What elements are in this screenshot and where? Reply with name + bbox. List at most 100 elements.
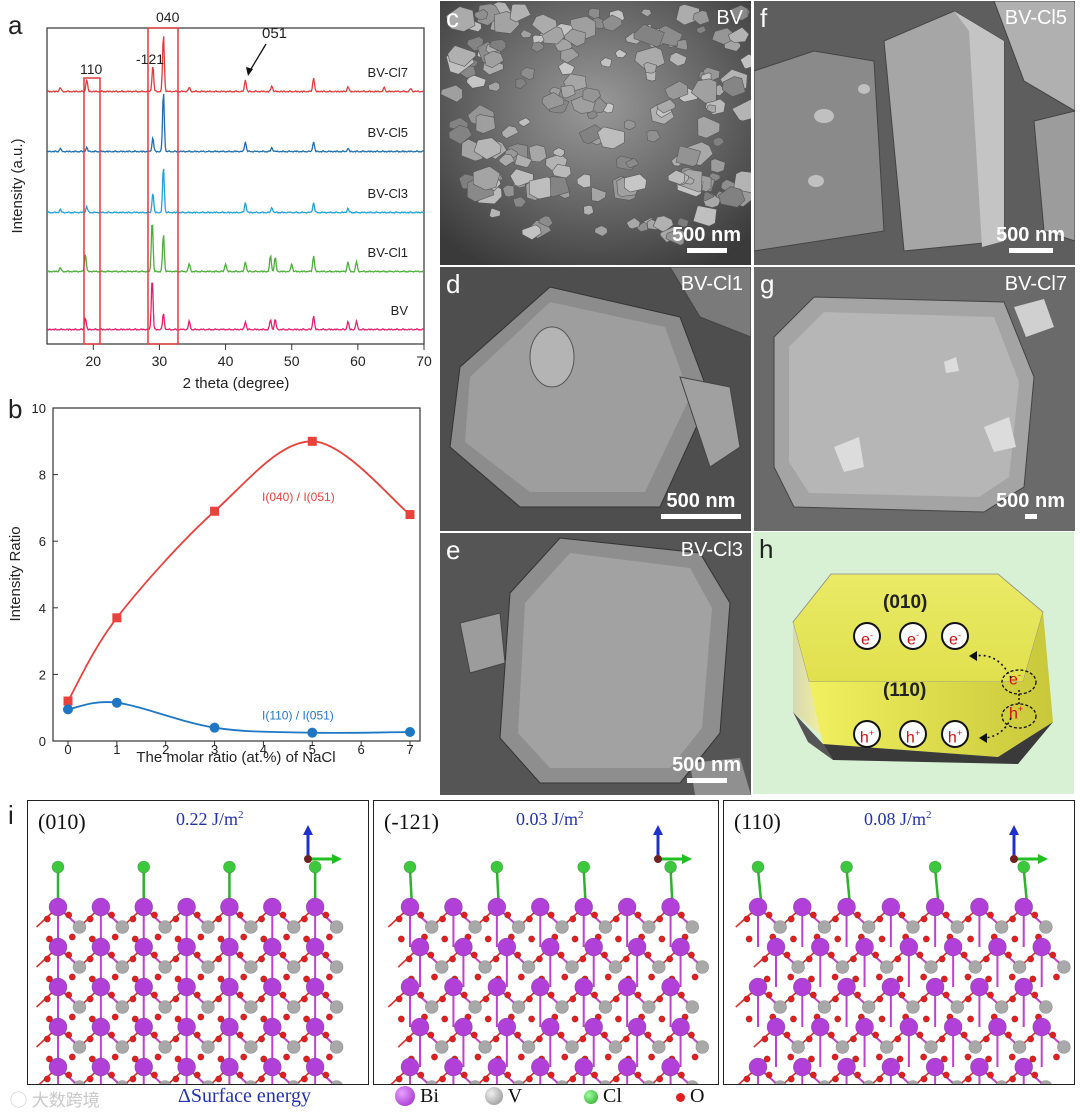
o-atom xyxy=(601,1031,609,1039)
o-atom xyxy=(279,911,287,919)
bi-atom xyxy=(48,937,68,957)
o-atom xyxy=(1009,995,1017,1003)
o-atom xyxy=(283,1053,291,1061)
sem-grain xyxy=(475,114,496,134)
ratio-point-110 xyxy=(307,727,318,738)
o-atom xyxy=(894,955,902,963)
sem-grain xyxy=(669,51,688,67)
scale-bar-c: 500 nm xyxy=(672,224,741,253)
o-atom xyxy=(745,1015,753,1023)
o-atom xyxy=(260,1055,268,1063)
o-atom xyxy=(325,973,333,981)
v-atom xyxy=(329,920,344,934)
bi-atom xyxy=(1014,897,1034,917)
o-atom xyxy=(129,1075,137,1083)
sem-grain xyxy=(623,119,636,131)
o-atom xyxy=(854,991,862,999)
o-atom xyxy=(279,1071,287,1079)
ratio-chart: 0 1 2 3 4 5 6 7 0 2 4 6 8 10 I(040) / I(051) I(110) /… xyxy=(7,401,421,766)
v-atom xyxy=(286,1040,301,1054)
v-atom xyxy=(879,960,894,974)
bi-atom xyxy=(540,1017,560,1037)
o-atom xyxy=(765,911,773,919)
bi-atom xyxy=(661,897,680,917)
o-atom xyxy=(896,975,904,983)
bi-atom xyxy=(305,897,325,917)
o-atom xyxy=(872,1031,880,1039)
bi-atom xyxy=(943,937,963,957)
sem-grain xyxy=(539,24,565,45)
o-atom xyxy=(634,911,642,919)
o-atom xyxy=(43,915,51,923)
sem-grain xyxy=(518,117,531,127)
bi-atom xyxy=(988,1017,1007,1037)
o-atom xyxy=(43,1075,51,1083)
xrd-series-label: BV-Cl1 xyxy=(368,245,408,260)
cl-atom xyxy=(308,860,322,874)
o-atom xyxy=(547,991,555,999)
o-atom xyxy=(131,1015,139,1023)
o-atom xyxy=(65,1071,73,1079)
o-atom xyxy=(65,1031,73,1039)
sem-grain xyxy=(600,57,613,68)
bi-atom xyxy=(837,1057,856,1077)
v-atom xyxy=(1057,1040,1071,1054)
sem-grain xyxy=(509,168,534,187)
ratio-x-tick-label: 6 xyxy=(358,742,365,757)
v-atom xyxy=(329,1000,344,1014)
o-atom xyxy=(174,1055,182,1063)
sem-grain xyxy=(551,163,572,179)
o-atom xyxy=(872,951,880,959)
o-atom xyxy=(154,1053,162,1061)
o-atom xyxy=(805,1035,813,1043)
o-atom xyxy=(920,973,928,981)
v-atom xyxy=(287,1080,300,1084)
sem-grain xyxy=(560,84,576,99)
o-atom xyxy=(569,1075,577,1083)
v-atom xyxy=(424,920,439,934)
o-atom xyxy=(449,955,457,963)
xrd-chart: 20 30 40 50 60 70 110 -121 040 051 2 theta (d… xyxy=(9,9,432,392)
sem-grain xyxy=(733,170,751,193)
o-atom xyxy=(215,915,223,923)
sem-grain xyxy=(558,61,576,75)
v-atom xyxy=(116,1080,129,1084)
o-atom xyxy=(514,1031,522,1039)
bi-atom xyxy=(177,1057,196,1077)
annot-051: 051 xyxy=(262,25,287,42)
v-atom xyxy=(950,920,965,934)
ratio-xlabel: The molar ratio (at.%) of NaCl xyxy=(136,749,335,766)
bi-atom xyxy=(855,937,874,957)
o-atom xyxy=(547,911,555,919)
o-atom xyxy=(920,995,928,1003)
sem-grain xyxy=(594,225,608,237)
o-atom xyxy=(898,991,906,999)
o-atom xyxy=(916,951,924,959)
v-atom xyxy=(924,1040,938,1054)
sem-grain xyxy=(730,4,749,21)
o-atom xyxy=(525,995,533,1003)
o-atom xyxy=(460,991,468,999)
o-atom xyxy=(765,991,773,999)
sem-grain xyxy=(483,50,504,69)
o-atom xyxy=(614,1015,622,1023)
panel-label-e: e xyxy=(446,535,461,565)
o-atom xyxy=(283,933,291,941)
sem-grain xyxy=(703,191,715,202)
o-atom xyxy=(634,1071,642,1079)
v-atom xyxy=(652,1040,666,1054)
o-atom xyxy=(150,991,158,999)
o-atom xyxy=(612,915,620,923)
sem-grain xyxy=(489,208,501,218)
o-atom xyxy=(535,1035,543,1043)
o-atom xyxy=(612,1075,620,1083)
o-atom xyxy=(427,1031,435,1039)
v-atom xyxy=(424,1000,439,1014)
v-atom xyxy=(201,920,215,934)
sem-grain xyxy=(692,10,710,26)
v-atom xyxy=(608,960,623,974)
v-atom xyxy=(642,1000,656,1014)
sem-grain xyxy=(708,172,721,182)
o-atom xyxy=(470,1031,478,1039)
sem-grain xyxy=(697,116,721,139)
